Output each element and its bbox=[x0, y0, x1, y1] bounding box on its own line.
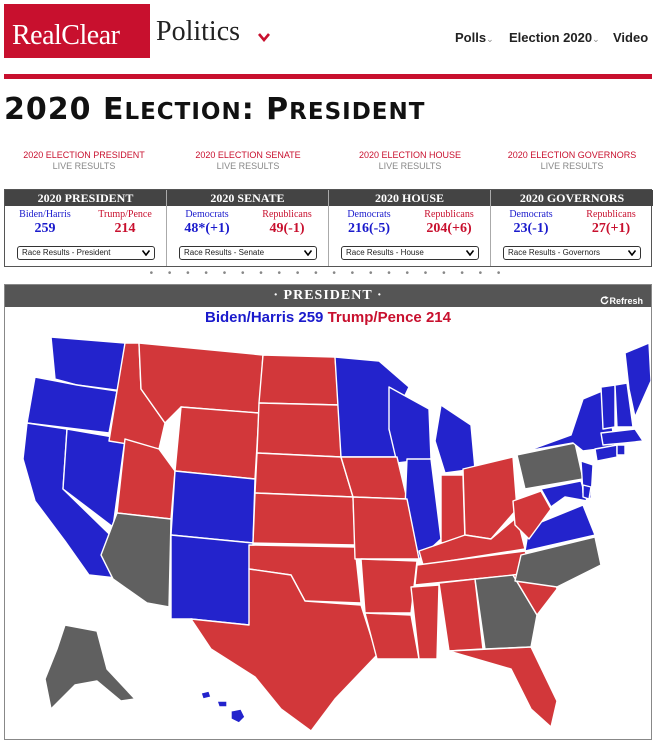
state-de bbox=[582, 484, 592, 500]
chevron-down-icon[interactable] bbox=[258, 32, 270, 42]
state-ne bbox=[254, 452, 354, 498]
state-in bbox=[440, 474, 466, 544]
chevron-down-icon bbox=[628, 250, 636, 256]
panel-header: · PRESIDENT · Refresh bbox=[5, 285, 651, 307]
state-wi bbox=[388, 386, 432, 464]
results-header: 2020 PRESIDENT bbox=[5, 190, 166, 206]
carousel-dots[interactable]: • • • • • • • • • • • • • • • • • • • • bbox=[149, 268, 507, 279]
logo[interactable]: RealClear bbox=[4, 4, 150, 58]
refresh-button[interactable]: Refresh bbox=[600, 290, 643, 312]
state-ks bbox=[252, 492, 356, 546]
results-senate: 2020 SENATE Democrats 48*(+1) Republicans… bbox=[167, 190, 329, 266]
state-oh bbox=[462, 456, 518, 540]
state-me bbox=[624, 342, 651, 418]
state-az bbox=[100, 512, 172, 608]
nav-election-2020[interactable]: Election 2020⌄ bbox=[509, 30, 600, 45]
state-wv bbox=[512, 490, 552, 540]
race-results-select[interactable]: Race Results - President bbox=[17, 246, 155, 260]
nav-polls[interactable]: Polls⌄ bbox=[455, 30, 494, 45]
refresh-icon bbox=[601, 296, 610, 305]
president-map-panel: · PRESIDENT · Refresh Biden/Harris 259 T… bbox=[4, 284, 652, 740]
chevron-down-icon bbox=[304, 250, 312, 256]
nav-video[interactable]: Video bbox=[613, 30, 649, 45]
state-nh bbox=[614, 382, 634, 428]
results-president: 2020 PRESIDENT Biden/Harris 259 Trump/Pen… bbox=[5, 190, 167, 266]
state-ms bbox=[410, 584, 440, 660]
live-results-links: 2020 ELECTION PRESIDENT LIVE RESULTS 2020… bbox=[4, 150, 652, 180]
results-governors: 2020 GOVERNORS Democrats 23(-1) Republica… bbox=[491, 190, 653, 266]
results-left: Democrats 23(-1) bbox=[509, 209, 553, 236]
link-house-live[interactable]: 2020 ELECTION HOUSE LIVE RESULTS bbox=[358, 150, 462, 171]
logo-realclear: RealClear bbox=[12, 20, 120, 51]
state-co bbox=[170, 470, 256, 544]
state-nc bbox=[514, 536, 602, 588]
race-results-select[interactable]: Race Results - Senate bbox=[179, 246, 317, 260]
trump-total: Trump/Pence 214 bbox=[327, 309, 451, 326]
results-left: Biden/Harris 259 bbox=[19, 209, 71, 236]
chevron-down-icon bbox=[466, 250, 474, 256]
state-wy bbox=[174, 406, 260, 480]
results-left: Democrats 216(-5) bbox=[347, 209, 391, 236]
link-president-live[interactable]: 2020 ELECTION PRESIDENT LIVE RESULTS bbox=[23, 150, 145, 171]
state-hi bbox=[200, 690, 246, 724]
header-divider bbox=[4, 74, 652, 79]
page-title: 2020 ELECTION: PRESIDENT bbox=[4, 92, 426, 127]
results-header: 2020 SENATE bbox=[167, 190, 328, 206]
state-va bbox=[524, 504, 596, 552]
results-right: Trump/Pence 214 bbox=[98, 209, 152, 236]
results-right: Republicans 27(+1) bbox=[586, 209, 636, 236]
race-results-select[interactable]: Race Results - House bbox=[341, 246, 479, 260]
results-header: 2020 GOVERNORS bbox=[491, 190, 653, 206]
results-right: Republicans 204(+6) bbox=[424, 209, 474, 236]
link-senate-live[interactable]: 2020 ELECTION SENATE LIVE RESULTS bbox=[195, 150, 301, 171]
state-sd bbox=[256, 402, 342, 458]
state-ct bbox=[594, 444, 618, 462]
state-nd bbox=[258, 354, 340, 406]
us-electoral-map[interactable] bbox=[5, 329, 651, 739]
race-results-select[interactable]: Race Results - Governors bbox=[503, 246, 641, 260]
state-md bbox=[540, 480, 588, 508]
results-right: Republicans 49(-1) bbox=[262, 209, 312, 236]
state-ak bbox=[44, 624, 136, 710]
state-ut bbox=[116, 438, 176, 520]
state-ri bbox=[616, 444, 626, 456]
results-summary-table: 2020 PRESIDENT Biden/Harris 259 Trump/Pen… bbox=[4, 189, 653, 267]
state-mo bbox=[352, 496, 420, 560]
results-header: 2020 HOUSE bbox=[329, 190, 490, 206]
state-ma bbox=[600, 428, 644, 446]
state-vt bbox=[600, 384, 616, 430]
chevron-down-icon bbox=[142, 250, 150, 256]
state-nm bbox=[170, 534, 254, 626]
state-ar bbox=[360, 558, 418, 614]
site-header: RealClear Politics Polls⌄ Election 2020⌄… bbox=[0, 0, 656, 78]
results-house: 2020 HOUSE Democrats 216(-5) Republicans 2… bbox=[329, 190, 491, 266]
state-mi bbox=[434, 404, 476, 474]
biden-total: Biden/Harris 259 bbox=[205, 309, 324, 326]
logo-politics[interactable]: Politics bbox=[156, 16, 241, 47]
results-left: Democrats 48*(+1) bbox=[184, 209, 230, 236]
state-ga bbox=[474, 574, 538, 650]
state-fl bbox=[448, 646, 558, 728]
link-governors-live[interactable]: 2020 ELECTION GOVERNORS LIVE RESULTS bbox=[507, 150, 637, 171]
electoral-summary: Biden/Harris 259 Trump/Pence 214 bbox=[5, 309, 651, 326]
